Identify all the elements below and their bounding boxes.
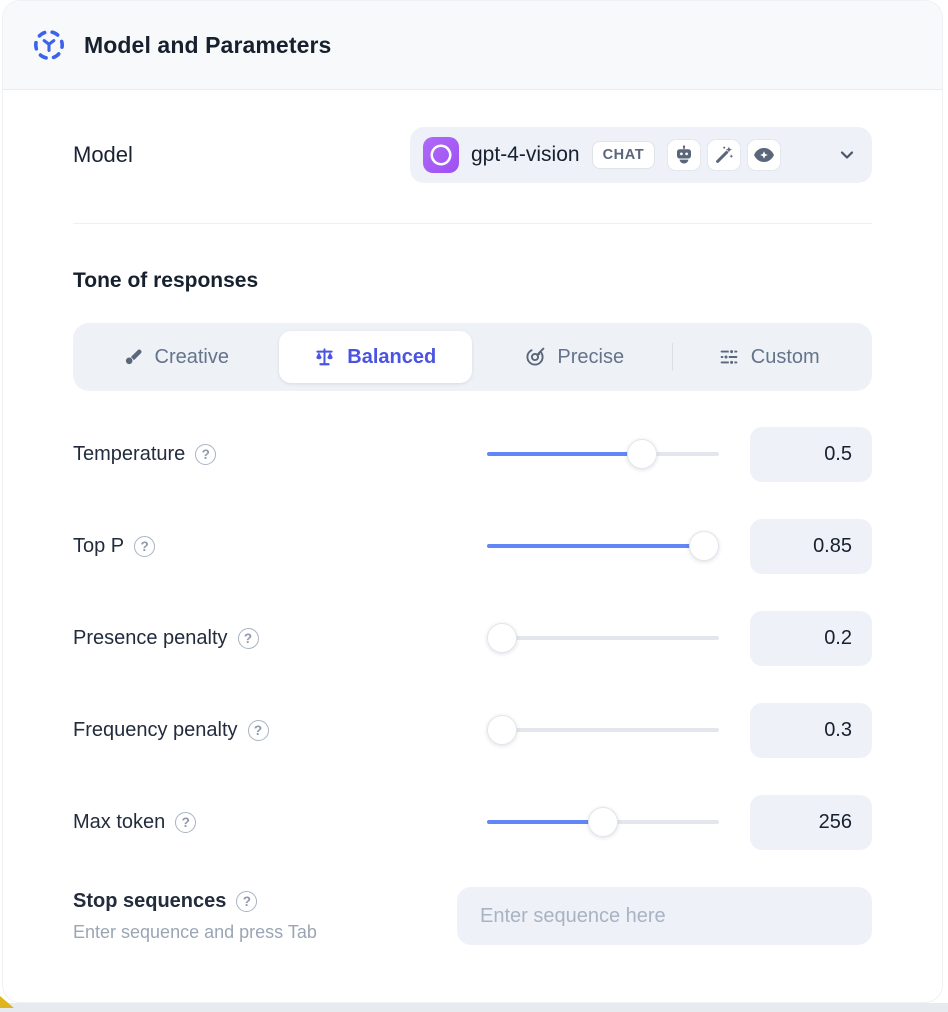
tab-precise[interactable]: Precise (478, 331, 672, 383)
top-p-slider[interactable] (487, 531, 719, 561)
paintbrush-icon (125, 349, 141, 365)
help-icon[interactable]: ? (236, 890, 258, 912)
frequency-penalty-slider[interactable] (487, 715, 719, 745)
tab-balanced[interactable]: Balanced (278, 331, 472, 383)
slider-track[interactable] (487, 728, 719, 732)
slider-fill (487, 820, 603, 824)
presence-penalty-slider[interactable] (487, 623, 719, 653)
tab-creative[interactable]: Creative (79, 331, 273, 383)
slider-thumb[interactable] (588, 807, 618, 837)
magic-wand-icon (707, 139, 742, 171)
tab-label: Custom (750, 345, 820, 368)
parameter-rows: Temperature ? 0.5 Top P ? (73, 408, 872, 868)
selected-model-name: gpt-4-vision (471, 143, 580, 166)
capability-chips (667, 139, 782, 171)
tab-label: Balanced (347, 345, 437, 368)
top-p-row: Top P ? 0.85 (73, 500, 872, 592)
slider-thumb[interactable] (627, 439, 658, 469)
slider-thumb[interactable] (487, 623, 517, 653)
stop-sequences-label-block: Stop sequences ? Enter sequence and pres… (73, 890, 457, 943)
target-arrow-icon (526, 347, 545, 366)
openai-logo (423, 137, 459, 173)
panel-body: Model gpt-4-vision C (3, 127, 942, 945)
tab-custom[interactable]: Custom (673, 331, 867, 383)
max-token-label: Max token ? (73, 811, 487, 834)
presence-penalty-label: Presence penalty ? (73, 627, 487, 650)
vision-eye-icon (747, 139, 782, 171)
tab-label: Creative (154, 345, 229, 368)
help-icon[interactable]: ? (195, 443, 217, 465)
max-token-row: Max token ? 256 (73, 776, 872, 868)
slider-track[interactable] (487, 636, 719, 640)
presence-penalty-row: Presence penalty ? 0.2 (73, 592, 872, 684)
max-token-value[interactable]: 256 (750, 794, 872, 850)
model-label: Model (73, 142, 133, 167)
stop-sequences-label: Stop sequences (73, 889, 227, 912)
frequency-penalty-row: Frequency penalty ? 0.3 (73, 684, 872, 776)
temperature-value[interactable]: 0.5 (750, 426, 872, 482)
temperature-row: Temperature ? 0.5 (73, 408, 872, 500)
help-icon[interactable]: ? (247, 719, 269, 741)
section-divider (73, 223, 872, 224)
max-token-slider[interactable] (487, 807, 719, 837)
stop-sequence-input[interactable] (457, 887, 872, 945)
sliders-icon (720, 348, 738, 366)
slider-fill (487, 452, 643, 456)
frequency-penalty-value[interactable]: 0.3 (750, 702, 872, 758)
top-p-label: Top P ? (73, 535, 487, 558)
stop-sequences-row: Stop sequences ? Enter sequence and pres… (73, 887, 872, 945)
robot-icon (667, 139, 702, 171)
panel-title: Model and Parameters (84, 31, 332, 58)
temperature-label: Temperature ? (73, 443, 487, 466)
temperature-slider[interactable] (487, 439, 719, 469)
model-row: Model gpt-4-vision C (73, 127, 872, 183)
chevron-down-icon (837, 145, 857, 165)
slider-thumb[interactable] (689, 531, 719, 561)
stop-sequences-helper-text: Enter sequence and press Tab (73, 921, 317, 942)
model-hub-icon (34, 30, 64, 60)
slider-thumb[interactable] (487, 715, 517, 745)
model-select-dropdown[interactable]: gpt-4-vision CHAT (410, 127, 872, 183)
page-background-strip (0, 1003, 948, 1012)
chat-type-badge: CHAT (591, 141, 656, 169)
tab-divider (671, 343, 673, 371)
top-p-value[interactable]: 0.85 (750, 518, 872, 574)
tone-tab-group: Creative Balanced (73, 323, 872, 391)
tab-label: Precise (557, 345, 625, 368)
help-icon[interactable]: ? (237, 627, 259, 649)
panel-header: Model and Parameters (3, 1, 942, 90)
help-icon[interactable]: ? (134, 535, 156, 557)
help-icon[interactable]: ? (175, 811, 197, 833)
tone-heading: Tone of responses (73, 269, 259, 292)
presence-penalty-value[interactable]: 0.2 (750, 610, 872, 666)
frequency-penalty-label: Frequency penalty ? (73, 719, 487, 742)
slider-fill (487, 544, 713, 548)
balance-scale-icon (316, 347, 334, 365)
